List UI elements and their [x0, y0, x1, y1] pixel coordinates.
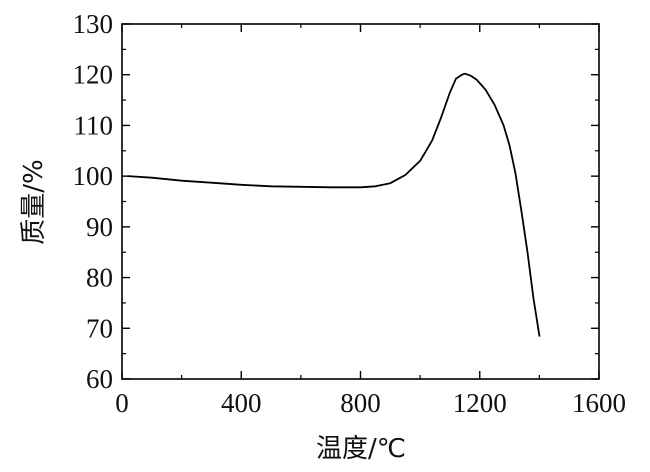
x-tick-label: 1200 — [453, 388, 507, 418]
y-tick-label: 60 — [86, 364, 113, 394]
y-tick-label: 130 — [73, 9, 114, 39]
x-tick-label: 0 — [115, 388, 129, 418]
y-tick-label: 120 — [73, 60, 114, 90]
series-group — [127, 72, 541, 337]
y-tick-labels: 60 70 80 90 100 110 120 130 — [73, 9, 114, 394]
plot-frame — [121, 23, 600, 380]
x-tick-label: 400 — [221, 388, 262, 418]
x-tick-labels: 0 400 800 1200 1600 — [115, 388, 626, 418]
series-line-0 — [127, 72, 541, 337]
y-tick-label: 100 — [73, 161, 114, 191]
x-tick-label: 800 — [340, 388, 381, 418]
tick-marks — [121, 23, 600, 380]
y-tick-label: 90 — [86, 212, 113, 242]
y-tick-label: 70 — [86, 313, 113, 343]
x-tick-label: 1600 — [572, 388, 626, 418]
y-axis-label: 质量/% — [19, 159, 49, 244]
y-tick-label: 80 — [86, 263, 113, 293]
plot-area-border — [121, 23, 600, 380]
x-axis-label: 温度/℃ — [316, 434, 406, 464]
y-tick-label: 110 — [74, 110, 114, 140]
